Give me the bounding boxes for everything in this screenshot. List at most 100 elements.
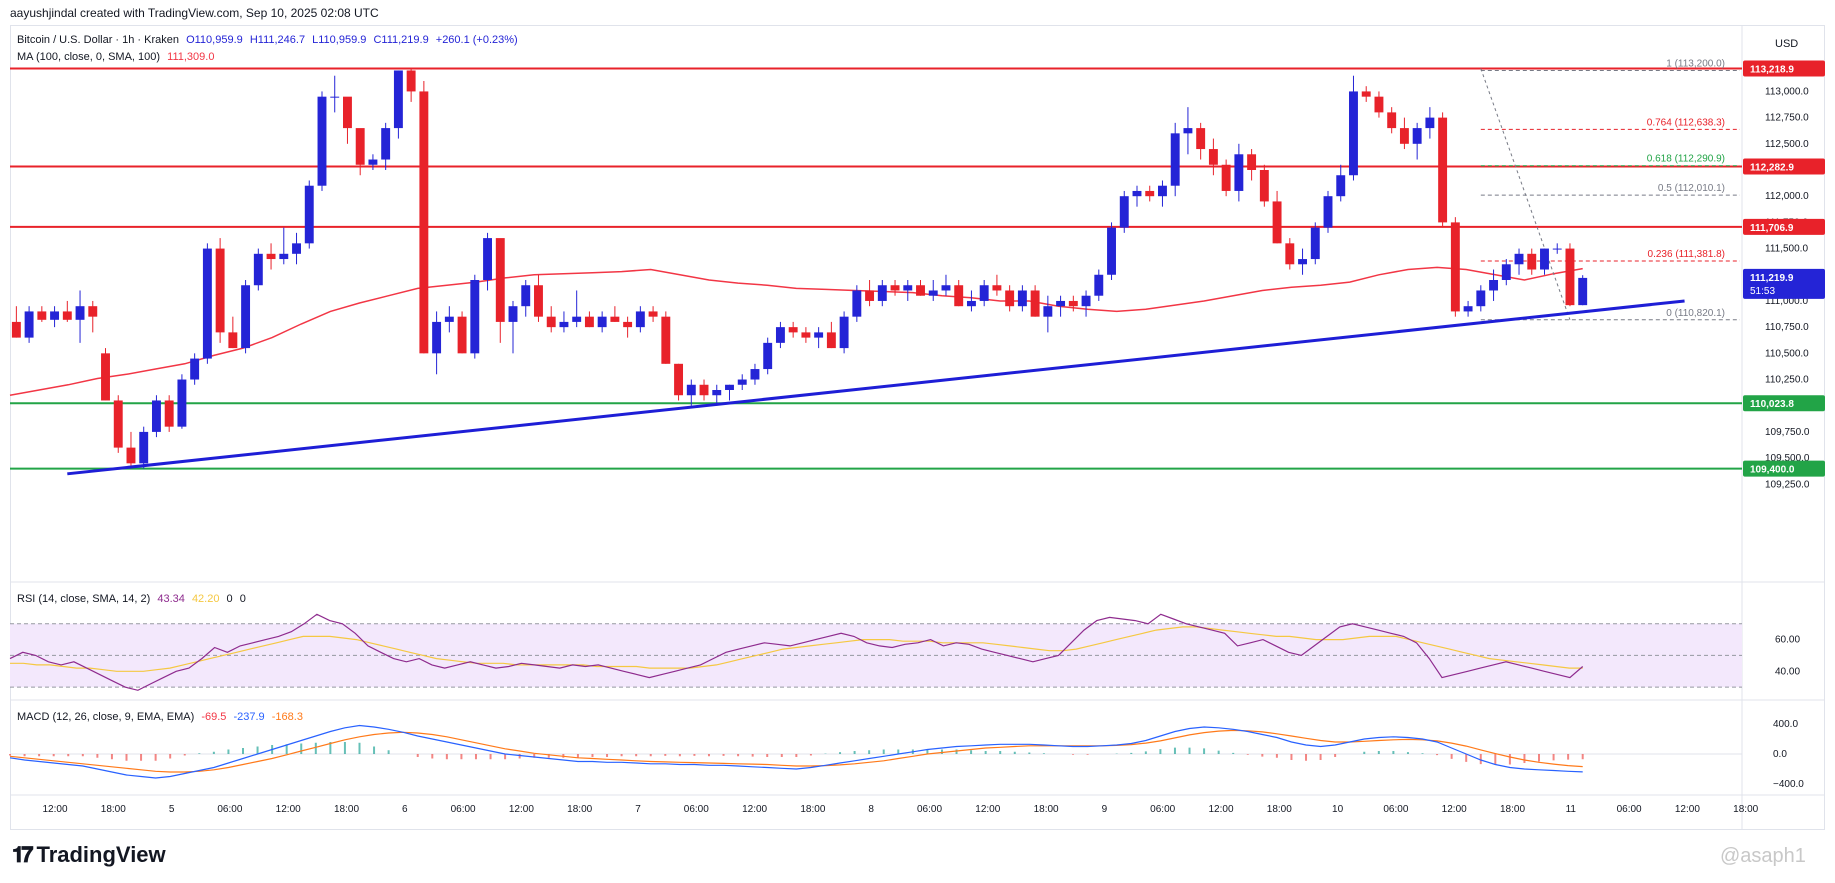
candle-body xyxy=(241,285,251,349)
candle-body xyxy=(88,306,98,317)
ohlc-low: L110,959.9 xyxy=(312,34,367,46)
candle-body xyxy=(508,306,518,322)
watermark: @asaph1 xyxy=(1720,845,1806,867)
candle-body xyxy=(839,316,849,349)
candle-body xyxy=(725,384,734,390)
candle-body xyxy=(126,447,136,464)
price-tick-label: 112,000.0 xyxy=(1765,191,1809,202)
candle-body xyxy=(674,363,684,396)
price-tick-label: 113,000.0 xyxy=(1765,86,1809,97)
candle-body xyxy=(954,285,964,307)
level-price-tag xyxy=(1743,60,1825,77)
time-tick-label: 06:00 xyxy=(451,804,476,815)
macd-signal-line xyxy=(9,729,1583,773)
candle-body xyxy=(1196,128,1206,150)
candle-body xyxy=(190,358,200,380)
fib-level-label: 0.618 (112,290.9) xyxy=(1647,154,1725,165)
candle-body xyxy=(1425,117,1435,129)
time-tick-label: 8 xyxy=(868,804,874,815)
price-tick-label: 109,500.0 xyxy=(1765,453,1810,464)
brand-name: TradingView xyxy=(36,842,166,867)
fib-connector xyxy=(1480,68,1571,320)
ma-label: MA (100, close, 0, SMA, 100) xyxy=(17,51,161,63)
candle-body xyxy=(228,332,238,349)
candle-body xyxy=(317,96,327,186)
candle-body xyxy=(814,332,824,338)
macd-tick-label: 400.0 xyxy=(1773,719,1798,730)
candle-body xyxy=(1438,117,1448,223)
candle-body xyxy=(1068,300,1078,307)
fib-level-label: 0.236 (111,381.8) xyxy=(1648,249,1725,260)
rsi-label: RSI (14, close, SMA, 14, 2) xyxy=(17,593,151,605)
candle-body xyxy=(1361,91,1371,97)
candle-body xyxy=(1285,243,1295,265)
candle-body xyxy=(546,316,556,328)
candle-body xyxy=(1107,227,1116,275)
candle-body xyxy=(75,306,85,320)
candle-body xyxy=(763,342,773,370)
time-tick-label: 18:00 xyxy=(1500,804,1525,815)
macd-line xyxy=(9,724,1583,779)
candle-body xyxy=(202,248,212,359)
candle-body xyxy=(101,353,110,401)
candle-body xyxy=(1501,264,1511,280)
candle-body xyxy=(916,285,925,296)
candle-body xyxy=(1565,248,1575,306)
tradingview-logo-icon: 𝟏𝟕 xyxy=(12,842,34,867)
time-tick-label: 9 xyxy=(1102,804,1108,815)
bar-countdown: 51:53 xyxy=(1750,286,1775,297)
candle-body xyxy=(699,384,709,396)
candle-body xyxy=(877,285,887,301)
level-price-tag xyxy=(1743,395,1825,412)
candle-body xyxy=(1310,227,1320,260)
macd-v2: -237.9 xyxy=(233,711,265,723)
time-tick-label: 18:00 xyxy=(567,804,592,815)
rsi-legend: RSI (14, close, SMA, 14, 2) 43.34 42.20 … xyxy=(17,593,250,605)
candle-body xyxy=(610,316,620,322)
price-tick-label: 109,750.0 xyxy=(1765,427,1810,438)
trendline xyxy=(67,299,1685,476)
currency-label: USD xyxy=(1775,38,1799,50)
macd-legend: MACD (12, 26, close, 9, EMA, EMA) -69.5 … xyxy=(17,711,307,723)
time-tick-label: 5 xyxy=(169,804,175,815)
candle-body xyxy=(1208,149,1218,165)
candle-body xyxy=(801,332,811,338)
candle-body xyxy=(113,400,123,448)
candle-body xyxy=(623,321,633,328)
candle-body xyxy=(737,379,747,385)
ma100-line xyxy=(9,266,1583,396)
level-price-tag xyxy=(1743,460,1825,477)
ma-value: 111,309.0 xyxy=(167,51,215,63)
candle-body xyxy=(903,285,913,291)
candle-body xyxy=(279,253,289,260)
tradingview-logo[interactable]: 𝟏𝟕 TradingView xyxy=(12,842,166,868)
rsi-v3: 0 xyxy=(226,593,233,605)
rsi-line xyxy=(9,613,1584,691)
candle-body xyxy=(1578,277,1588,306)
candle-body xyxy=(584,316,594,328)
candle-body xyxy=(1374,96,1384,113)
time-tick-label: 11 xyxy=(1566,804,1577,815)
price-tick-label: 111,000.0 xyxy=(1765,296,1808,307)
ohlc-close: C111,219.9 xyxy=(373,34,429,46)
candle-body xyxy=(381,128,391,160)
candle-body xyxy=(686,384,696,396)
candle-body xyxy=(1476,290,1486,307)
symbol-legend: Bitcoin / U.S. Dollar · 1h · Kraken O110… xyxy=(17,34,522,46)
candle-body xyxy=(1247,154,1257,170)
candle-body xyxy=(775,327,785,343)
candle-body xyxy=(495,238,505,322)
time-tick-label: 18:00 xyxy=(334,804,359,815)
candle-body xyxy=(1132,190,1142,197)
time-tick-label: 12:00 xyxy=(509,804,534,815)
candle-body xyxy=(177,379,187,427)
macd-label: MACD (12, 26, close, 9, EMA, EMA) xyxy=(17,711,195,723)
price-tick-label: 110,500.0 xyxy=(1765,348,1809,359)
candle-body xyxy=(1387,112,1397,129)
time-tick-label: 12:00 xyxy=(1675,804,1700,815)
candle-body xyxy=(992,285,1002,291)
candle-body xyxy=(928,290,938,296)
price-tick-label: 109,250.0 xyxy=(1765,479,1810,490)
price-tick-label: 110,250.0 xyxy=(1765,375,1809,386)
